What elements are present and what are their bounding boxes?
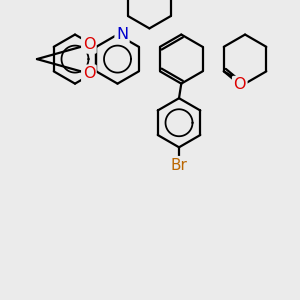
Text: O: O bbox=[82, 66, 95, 81]
Text: O: O bbox=[82, 37, 95, 52]
Text: Br: Br bbox=[171, 158, 188, 173]
Text: N: N bbox=[116, 27, 128, 42]
Text: O: O bbox=[233, 77, 246, 92]
